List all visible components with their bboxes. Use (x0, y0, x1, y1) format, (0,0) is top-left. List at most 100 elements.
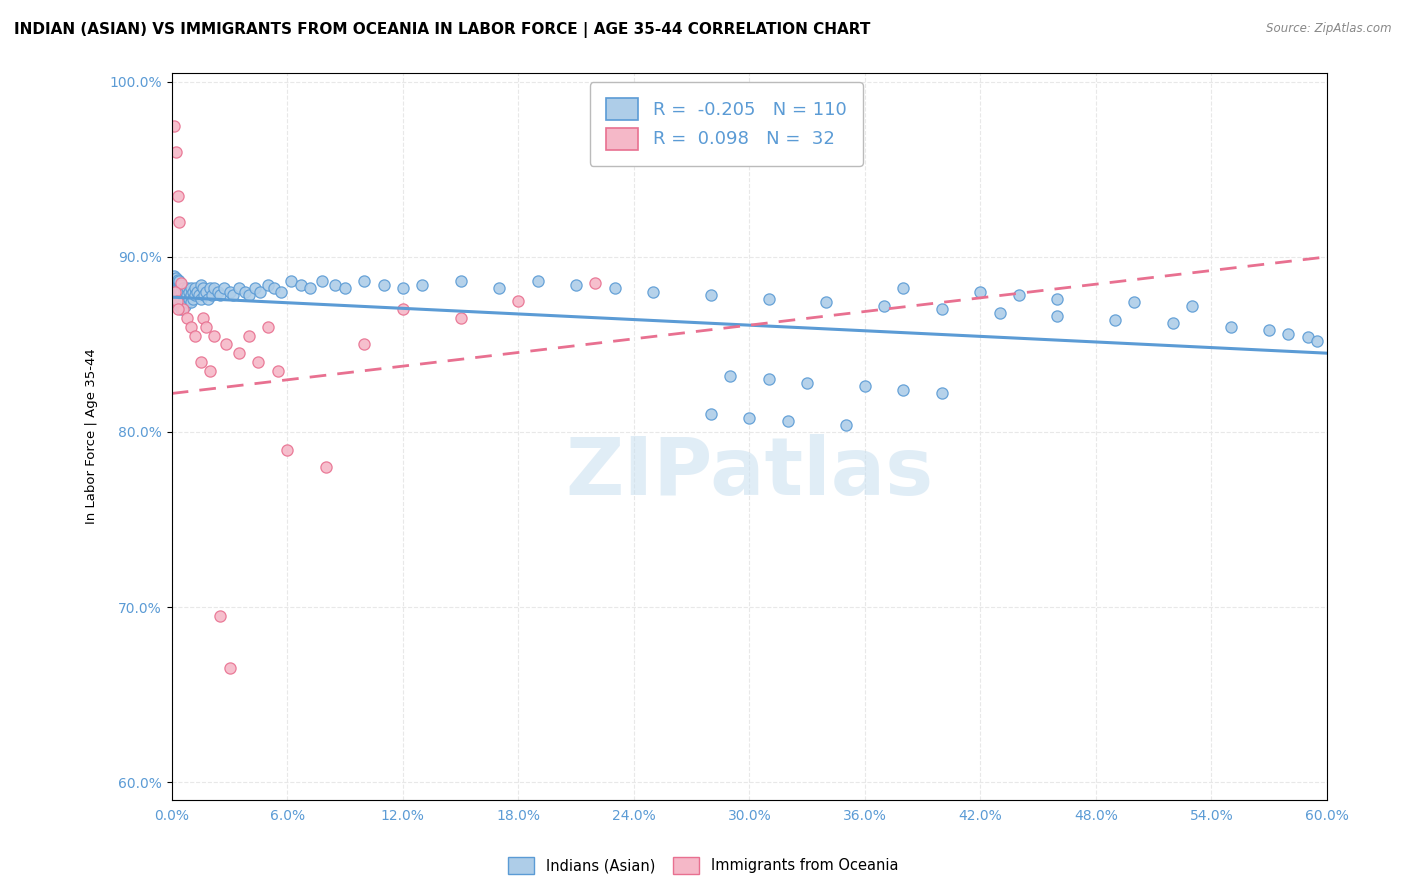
Text: ZIPatlas: ZIPatlas (565, 434, 934, 512)
Point (202, 281, 225, 295)
Point (165, 285, 187, 299)
Point (299, 281, 322, 295)
Point (758, 372, 780, 386)
Point (170, 285, 193, 299)
Point (1161, 317, 1184, 331)
Point (200, 364, 222, 378)
Point (931, 386, 953, 401)
Point (1008, 288, 1031, 302)
Point (191, 311, 214, 326)
Point (166, 286, 188, 301)
Point (190, 292, 212, 306)
Point (165, 279, 187, 293)
Point (738, 411, 761, 425)
Point (180, 319, 202, 334)
Point (163, 288, 186, 302)
Point (1296, 330, 1319, 344)
Point (247, 355, 270, 369)
Point (187, 288, 209, 302)
Point (257, 319, 280, 334)
Point (311, 274, 333, 288)
Point (450, 274, 472, 288)
Point (169, 215, 191, 229)
Point (169, 299, 191, 313)
Point (391, 281, 413, 295)
Point (165, 271, 187, 285)
Point (526, 274, 548, 288)
Legend: R =  -0.205   N = 110, R =  0.098   N =  32: R = -0.205 N = 110, R = 0.098 N = 32 (589, 82, 863, 166)
Point (191, 281, 214, 295)
Point (969, 285, 991, 299)
Point (174, 299, 197, 313)
Point (212, 281, 235, 295)
Point (249, 285, 271, 299)
Point (166, 293, 188, 308)
Point (815, 295, 838, 310)
Point (201, 288, 224, 302)
Point (603, 281, 626, 295)
Point (195, 319, 218, 334)
Point (583, 276, 606, 290)
Point (891, 383, 914, 397)
Point (333, 281, 356, 295)
Point (180, 288, 202, 302)
Point (315, 460, 337, 475)
Point (166, 272, 188, 286)
Point (186, 285, 208, 299)
Point (222, 288, 245, 302)
Point (180, 295, 202, 310)
Point (170, 277, 193, 292)
Point (1277, 326, 1299, 341)
Point (174, 285, 197, 299)
Point (218, 661, 240, 675)
Point (165, 277, 187, 292)
Point (197, 292, 219, 306)
Point (181, 285, 204, 299)
Point (758, 292, 780, 306)
Point (233, 285, 256, 299)
Point (166, 279, 188, 293)
Point (931, 302, 953, 317)
Point (172, 302, 194, 317)
Point (1306, 334, 1329, 348)
Point (208, 608, 231, 623)
Point (218, 285, 240, 299)
Point (172, 288, 194, 302)
Point (181, 292, 204, 306)
Point (180, 281, 202, 295)
Point (166, 293, 188, 308)
Point (165, 145, 187, 159)
Point (373, 277, 395, 292)
Point (565, 277, 588, 292)
Point (228, 281, 250, 295)
Point (796, 376, 818, 390)
Point (243, 281, 266, 295)
Point (276, 442, 298, 457)
Point (170, 276, 193, 290)
Point (176, 295, 198, 310)
Point (1104, 313, 1126, 327)
Point (238, 328, 260, 343)
Point (166, 188, 188, 202)
Point (163, 269, 186, 284)
Point (228, 346, 250, 360)
Point (163, 274, 186, 288)
Point (508, 293, 530, 308)
Point (776, 415, 799, 429)
Y-axis label: In Labor Force | Age 35-44: In Labor Force | Age 35-44 (86, 349, 98, 524)
Point (200, 281, 222, 295)
Point (176, 311, 198, 326)
Point (184, 288, 207, 302)
Point (167, 302, 190, 317)
Point (270, 285, 292, 299)
Point (163, 281, 186, 295)
Point (834, 417, 856, 432)
Point (290, 277, 312, 292)
Point (174, 292, 197, 306)
Point (280, 274, 302, 288)
Point (641, 285, 664, 299)
Point (170, 292, 193, 306)
Text: Source: ZipAtlas.com: Source: ZipAtlas.com (1267, 22, 1392, 36)
Point (207, 285, 229, 299)
Point (169, 281, 191, 295)
